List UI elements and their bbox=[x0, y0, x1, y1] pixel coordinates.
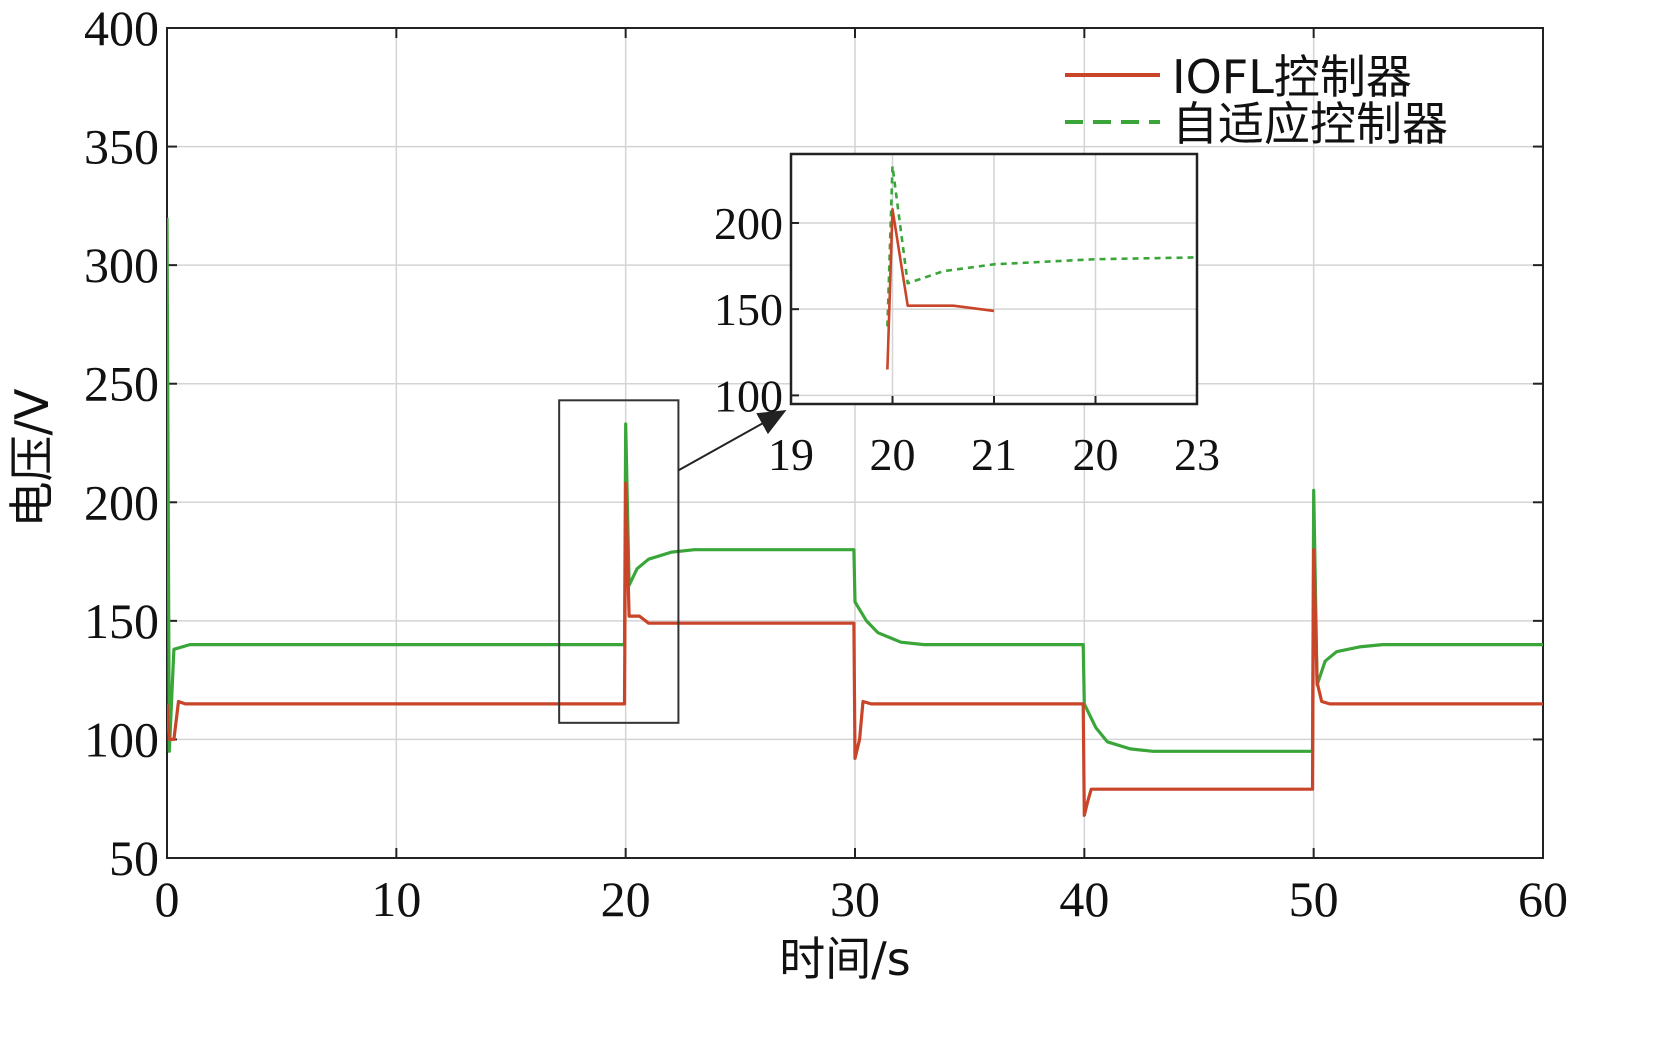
x-tick-label: 50 bbox=[1289, 871, 1339, 927]
y-tick-labels: 50 100 150 200 250 300 350 400 bbox=[84, 0, 159, 886]
x-tick-label: 40 bbox=[1059, 871, 1109, 927]
y-tick-label: 150 bbox=[84, 593, 159, 649]
y-tick-label: 250 bbox=[84, 356, 159, 412]
x-axis-label: 时间/s bbox=[779, 932, 910, 986]
zoom-region-box bbox=[558, 399, 680, 724]
x-tick-label: 0 bbox=[155, 871, 180, 927]
x-tick-label: 10 bbox=[371, 871, 421, 927]
inset-y-tick-label: 150 bbox=[714, 284, 783, 335]
inset-y-tick-label: 100 bbox=[714, 370, 783, 421]
series-line-iofl bbox=[167, 481, 1543, 817]
inset-series-group bbox=[886, 164, 1197, 370]
inset-y-tick-labels: 100 150 200 bbox=[714, 198, 783, 421]
inset-series-line-iofl bbox=[886, 207, 995, 370]
inset-x-tick-label: 20 bbox=[870, 429, 916, 480]
inset-x-tick-label: 20 bbox=[1073, 429, 1119, 480]
y-tick-label: 300 bbox=[84, 237, 159, 293]
y-tick-label: 50 bbox=[109, 830, 159, 886]
main-tick-marks bbox=[166, 27, 1544, 859]
inset-grid bbox=[791, 154, 1197, 404]
y-axis-label: 电压/V bbox=[5, 388, 59, 527]
x-tick-labels: 0 10 20 30 40 50 60 bbox=[155, 871, 1569, 927]
x-tick-label: 20 bbox=[601, 871, 651, 927]
inset-tick-marks bbox=[790, 221, 1198, 404]
main-series-group bbox=[167, 217, 1543, 817]
zoom-arrow bbox=[677, 410, 787, 472]
y-tick-label: 350 bbox=[84, 119, 159, 175]
inset-x-tick-labels: 19 20 21 20 23 bbox=[768, 429, 1220, 480]
x-tick-label: 30 bbox=[830, 871, 880, 927]
x-tick-label: 60 bbox=[1518, 871, 1568, 927]
inset-x-tick-label: 21 bbox=[971, 429, 1017, 480]
legend-label-adaptive: 自适应控制器 bbox=[1172, 97, 1448, 151]
y-tick-label: 100 bbox=[84, 711, 159, 767]
y-tick-label: 200 bbox=[84, 474, 159, 530]
y-tick-label: 400 bbox=[84, 0, 159, 56]
inset-x-tick-label: 23 bbox=[1174, 429, 1220, 480]
legend: IOFL控制器 自适应控制器 bbox=[1065, 50, 1448, 151]
inset-x-tick-label: 19 bbox=[768, 429, 814, 480]
legend-label-iofl: IOFL控制器 bbox=[1172, 50, 1412, 104]
inset-y-tick-label: 200 bbox=[714, 198, 783, 249]
